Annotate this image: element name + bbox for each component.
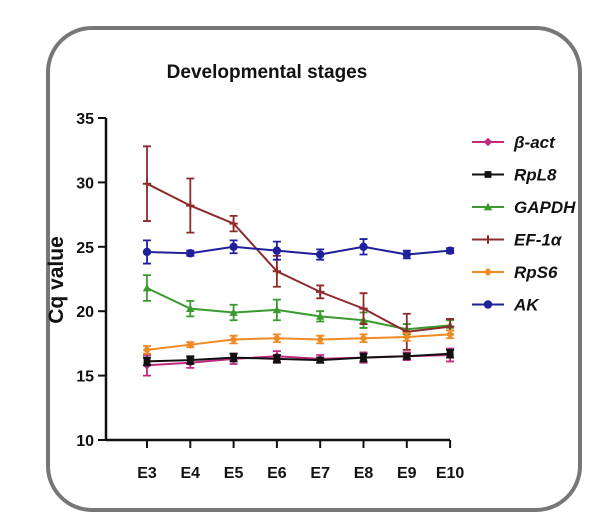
data-point bbox=[143, 358, 151, 365]
data-point bbox=[273, 355, 281, 363]
data-point bbox=[316, 250, 325, 259]
data-point bbox=[445, 246, 455, 255]
series-3 bbox=[142, 145, 455, 351]
chart-title: Developmental stages bbox=[167, 62, 368, 83]
legend-swatch-marker bbox=[483, 235, 493, 244]
x-tick-label: E10 bbox=[436, 465, 465, 482]
x-axis-ticks: E3 E4 E5 E6 E7 E8 E9 E10 bbox=[137, 440, 464, 482]
data-point bbox=[142, 345, 152, 355]
data-point bbox=[316, 335, 325, 344]
data-point bbox=[142, 179, 152, 188]
y-tick-label: 15 bbox=[76, 369, 94, 386]
data-point bbox=[229, 308, 238, 316]
series-line bbox=[146, 352, 451, 363]
data-point bbox=[359, 304, 368, 313]
legend-swatch-marker bbox=[484, 171, 492, 178]
data-point bbox=[446, 350, 454, 358]
series-line bbox=[146, 182, 451, 333]
legend-label: β-act bbox=[513, 133, 556, 152]
data-point bbox=[272, 334, 282, 343]
data-point bbox=[229, 242, 238, 251]
legend-label: EF-1α bbox=[514, 231, 563, 250]
data-point bbox=[186, 304, 195, 313]
data-point bbox=[186, 249, 195, 258]
data-point bbox=[359, 242, 368, 251]
legend-item: β-act bbox=[472, 133, 556, 152]
data-point bbox=[142, 247, 152, 257]
series-4 bbox=[142, 329, 455, 355]
data-point bbox=[229, 219, 238, 228]
legend-swatch-marker bbox=[483, 137, 493, 147]
legend-swatch-marker bbox=[483, 300, 493, 309]
x-tick-label: E9 bbox=[397, 465, 417, 482]
legend-item: EF-1α bbox=[472, 231, 563, 250]
data-point bbox=[272, 246, 282, 255]
data-point bbox=[316, 287, 325, 297]
data-point bbox=[316, 356, 324, 364]
data-point bbox=[402, 332, 411, 342]
data-point bbox=[229, 335, 238, 344]
legend-label: AK bbox=[513, 296, 540, 315]
legend-item: RpL8 bbox=[472, 166, 557, 185]
legend: β-act RpL8 GAPDH EF-1α RpS6 AK bbox=[472, 133, 576, 315]
legend-swatch-marker bbox=[483, 202, 493, 211]
data-point bbox=[230, 354, 237, 361]
plot-area bbox=[142, 145, 455, 377]
x-tick-label: E6 bbox=[267, 465, 287, 482]
legend-item: GAPDH bbox=[472, 198, 576, 217]
data-point bbox=[186, 340, 195, 349]
y-axis-label: Cq value bbox=[45, 236, 68, 324]
data-point bbox=[142, 283, 152, 292]
data-point bbox=[272, 305, 282, 314]
series-5 bbox=[142, 238, 455, 265]
x-tick-label: E7 bbox=[310, 465, 330, 482]
data-point bbox=[186, 201, 195, 210]
legend-item: AK bbox=[472, 296, 540, 315]
data-point bbox=[272, 267, 282, 276]
y-tick-label: 30 bbox=[76, 175, 94, 192]
data-point bbox=[186, 356, 194, 364]
legend-label: RpL8 bbox=[514, 166, 557, 185]
data-point bbox=[316, 312, 325, 320]
data-point bbox=[445, 322, 455, 331]
legend-label: RpS6 bbox=[514, 263, 558, 282]
y-tick-label: 25 bbox=[76, 240, 94, 257]
x-tick-label: E4 bbox=[181, 465, 201, 482]
data-point bbox=[403, 352, 411, 360]
series-line bbox=[146, 245, 451, 256]
y-tick-label: 35 bbox=[76, 111, 94, 128]
x-tick-label: E8 bbox=[354, 465, 374, 482]
legend-swatch-marker bbox=[483, 267, 493, 277]
legend-label: GAPDH bbox=[514, 198, 576, 217]
y-tick-label: 20 bbox=[76, 304, 94, 321]
y-tick-label: 10 bbox=[76, 433, 94, 450]
legend-item: RpS6 bbox=[472, 263, 558, 282]
data-point bbox=[402, 250, 411, 259]
data-point bbox=[445, 330, 455, 339]
x-tick-label: E3 bbox=[137, 465, 157, 482]
data-point bbox=[360, 354, 367, 361]
y-axis-ticks: 10 15 20 25 30 35 bbox=[76, 111, 106, 450]
data-point bbox=[359, 334, 368, 343]
figure-frame bbox=[46, 26, 582, 512]
series-1 bbox=[143, 348, 455, 367]
x-tick-label: E5 bbox=[224, 465, 244, 482]
series-line bbox=[146, 333, 451, 351]
